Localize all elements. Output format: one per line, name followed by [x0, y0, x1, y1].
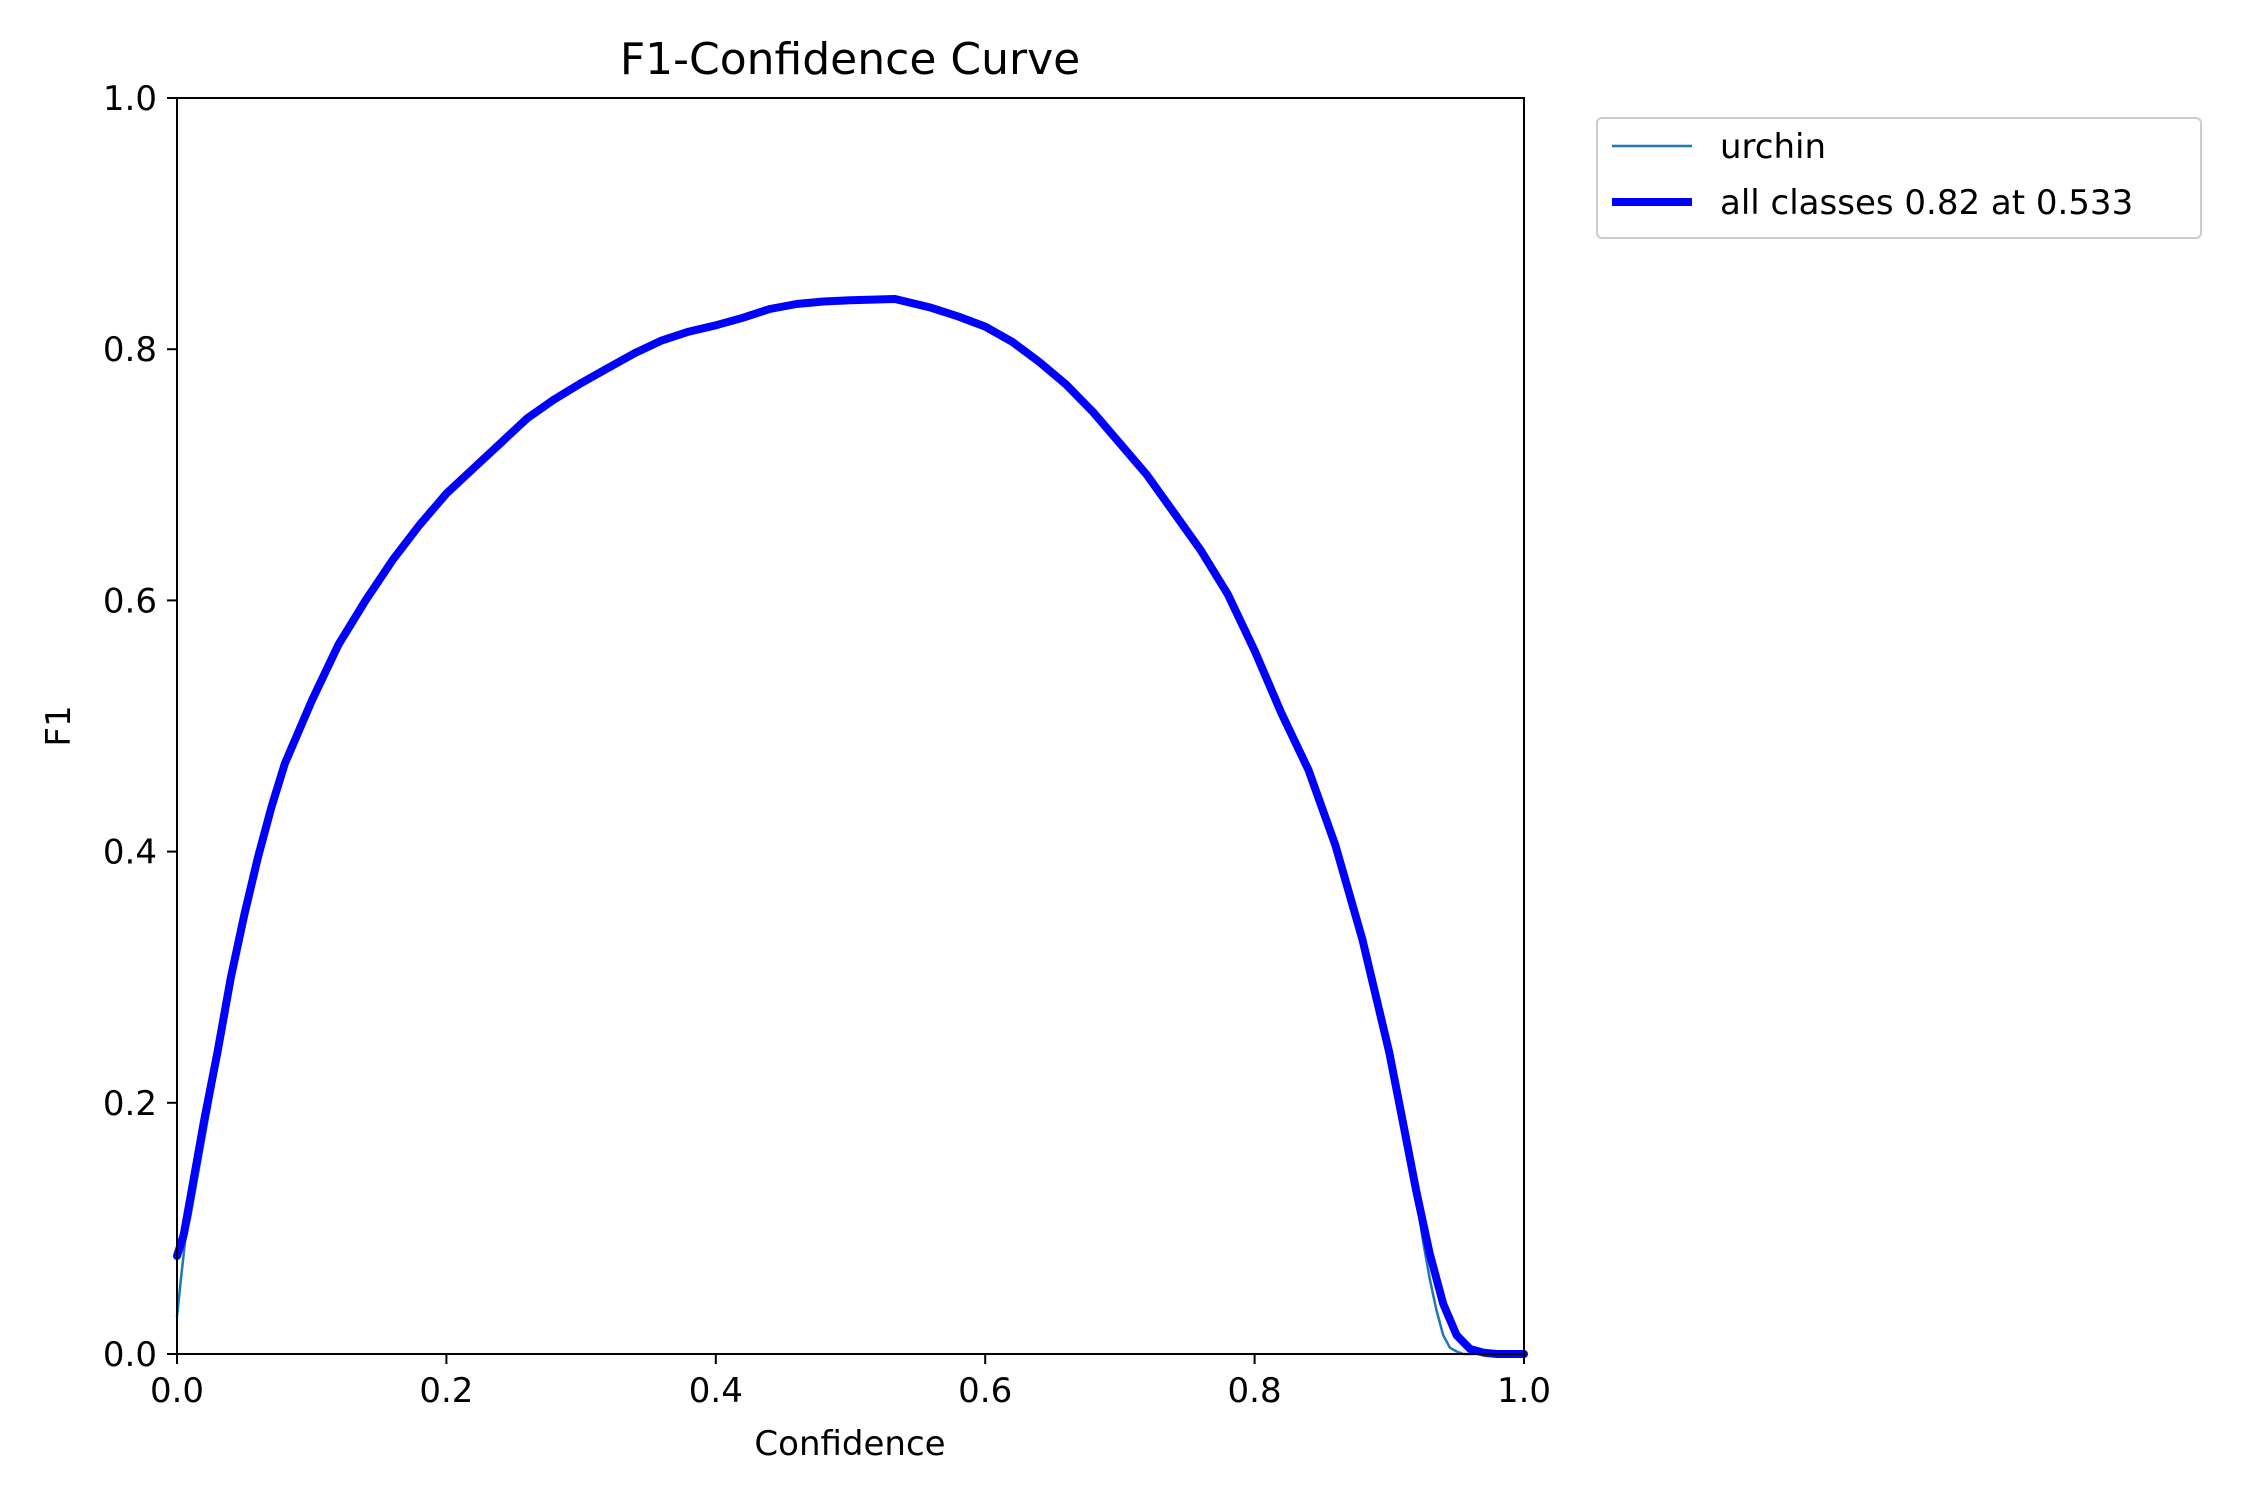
legend-label-urchin: urchin [1720, 127, 1826, 167]
y-tick-label: 0.8 [103, 330, 157, 370]
y-tick-label: 1.0 [103, 79, 157, 119]
y-axis-label: F1 [39, 705, 79, 746]
x-axis-label: Confidence [754, 1424, 945, 1464]
x-tick-label: 1.0 [1497, 1371, 1551, 1411]
chart-title: F1-Confidence Curve [620, 34, 1080, 85]
legend-box [1596, 117, 2202, 239]
legend: urchin all classes 0.82 at 0.533 [1596, 117, 2202, 239]
series-line-all-classes [173, 295, 1528, 1358]
x-tick-label: 0.0 [150, 1371, 204, 1411]
y-tick-label: 0.4 [103, 833, 157, 873]
y-axis-ticks: 0.0 0.2 0.4 0.6 0.8 1.0 [103, 79, 177, 1375]
y-tick-label: 0.0 [103, 1335, 157, 1375]
plot-area [173, 97, 1528, 1358]
x-tick-label: 0.2 [419, 1371, 473, 1411]
x-tick-label: 0.6 [958, 1371, 1012, 1411]
series-layer [173, 295, 1528, 1358]
legend-label-all-classes: all classes 0.82 at 0.533 [1720, 183, 2133, 223]
y-tick-label: 0.6 [103, 581, 157, 621]
x-tick-label: 0.8 [1228, 1371, 1282, 1411]
x-axis-ticks: 0.0 0.2 0.4 0.6 0.8 1.0 [150, 1354, 1551, 1411]
y-tick-label: 0.2 [103, 1084, 157, 1124]
x-tick-label: 0.4 [689, 1371, 743, 1411]
plot-frame [176, 97, 1525, 1355]
